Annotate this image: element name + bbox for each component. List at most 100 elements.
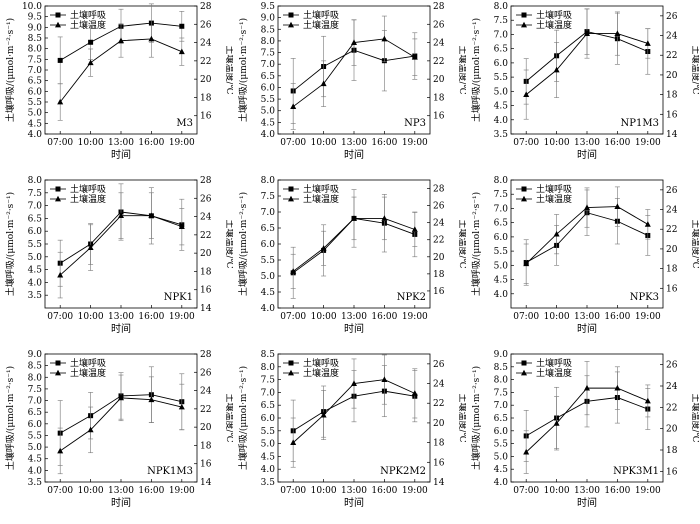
right-tick-label: 16 — [200, 286, 212, 296]
right-axis-label: 土壤温度/℃ — [457, 393, 466, 442]
left-tick-label: 6.0 — [28, 227, 43, 237]
legend-marker-square — [521, 360, 527, 366]
left-tick-label: 5.5 — [261, 256, 276, 266]
left-tick-label: 3.5 — [494, 130, 509, 140]
x-tick-label: 07:00 — [513, 312, 539, 322]
panel-label: M3 — [176, 118, 193, 129]
right-tick-label: 22 — [200, 231, 211, 241]
left-tick-label: 4.5 — [494, 465, 509, 475]
chart-panel-npk3m1: 4.0 4.5 5.0 5.5 6.0 6.5 7.0 7.5 8.0 8.5 9.0 16 18 20 2… — [470, 350, 699, 509]
x-tick-label: 13:00 — [341, 486, 367, 496]
chart-panel-np1m3: 3.5 4.0 4.5 5.0 5.5 6.0 6.5 7.0 7.5 8.0 14 16 18 20 22… — [470, 2, 699, 161]
left-tick-label: 9.0 — [28, 23, 43, 33]
x-tick-label: 19:00 — [635, 486, 661, 496]
left-tick-label: 4.0 — [494, 116, 509, 126]
legend-label: 土壤温度 — [303, 19, 339, 31]
data-point-triangle — [584, 384, 590, 391]
left-tick-label: 5.5 — [261, 427, 276, 437]
right-tick-label: 16 — [666, 110, 678, 120]
left-tick-label: 8.0 — [261, 363, 276, 373]
right-tick-label: 16 — [433, 458, 445, 468]
right-tick-label: 20 — [433, 75, 445, 85]
left-tick-label: 4.5 — [494, 102, 509, 112]
left-tick-label: 5.5 — [28, 240, 43, 250]
legend-label: 土壤呼吸 — [536, 9, 572, 21]
legend-label: 土壤呼吸 — [70, 183, 106, 195]
left-axis-label: 土壤呼吸/(μmol·m⁻²·s⁻¹) — [4, 366, 16, 470]
right-tick-label: 24 — [433, 39, 445, 49]
left-tick-label: 5.0 — [261, 272, 276, 282]
left-tick-label: 3.5 — [28, 478, 43, 488]
legend-label: 土壤温度 — [70, 367, 106, 379]
legend-label: 土壤温度 — [303, 367, 339, 379]
left-tick-label: 4.5 — [494, 276, 509, 286]
right-tick-label: 28 — [200, 350, 212, 360]
chart-panel-np3: 4.0 4.55.0 5.5 6.06.5 7.07.5 8.0 8.59.0 9.5 16 18… — [237, 2, 466, 161]
data-point-square — [57, 57, 63, 63]
right-tick-label: 14 — [200, 478, 212, 488]
legend-marker-triangle — [55, 21, 61, 28]
x-tick-label: 16:00 — [371, 138, 397, 148]
left-tick-label: 10.0 — [22, 2, 42, 12]
left-tick-label: 4.0 — [261, 130, 276, 140]
left-tick-label: 7.0 — [261, 388, 276, 398]
x-tick-label: 16:00 — [138, 312, 164, 322]
right-tick-label: 22 — [666, 403, 677, 413]
x-tick-label: 10:00 — [311, 486, 337, 496]
data-point-triangle — [614, 203, 621, 209]
left-tick-label: 8.0 — [494, 176, 509, 186]
left-tick-label: 3.5 — [261, 478, 276, 488]
x-tick-label: 19:00 — [635, 138, 661, 148]
x-tick-label: 16:00 — [604, 486, 630, 496]
right-tick-label: 24 — [666, 32, 678, 42]
right-axis-label: 土壤温度/℃ — [690, 219, 699, 268]
left-tick-label: 3.5 — [28, 291, 43, 301]
data-point-triangle — [411, 54, 418, 60]
left-tick-label: 9.0 — [494, 350, 509, 360]
x-tick-label: 07:00 — [513, 486, 539, 496]
x-tick-label: 13:00 — [108, 138, 134, 148]
x-tick-label: 16:00 — [138, 138, 164, 148]
left-tick-label: 7.5 — [261, 192, 276, 202]
x-tick-label: 10:00 — [311, 312, 337, 322]
left-tick-label: 4.5 — [261, 118, 276, 128]
right-tick-label: 24 — [200, 213, 212, 223]
right-tick-label: 26 — [433, 202, 445, 212]
right-tick-label: 18 — [433, 93, 445, 103]
right-tick-label: 26 — [666, 12, 678, 22]
left-tick-label: 7.5 — [28, 385, 43, 395]
right-tick-label: 28 — [200, 176, 212, 186]
right-axis-label: 土壤温度/℃ — [690, 393, 699, 442]
data-point-triangle — [320, 245, 327, 251]
legend-marker-triangle — [521, 195, 527, 202]
left-tick-label: 6.5 — [28, 214, 43, 224]
x-tick-label: 07:00 — [47, 486, 73, 496]
right-tick-label: 20 — [433, 253, 445, 263]
left-tick-label: 6.5 — [494, 219, 509, 229]
x-tick-label: 16:00 — [604, 312, 630, 322]
left-tick-label: 7.5 — [494, 388, 509, 398]
x-axis-label: 时间 — [577, 322, 597, 335]
left-tick-label: 6.5 — [28, 408, 43, 418]
x-tick-label: 19:00 — [635, 312, 661, 322]
data-point-triangle — [178, 48, 185, 55]
chart-panel-m3: 4.04.55.05.56.06.57.07.58.08.59.09.510.0… — [4, 2, 233, 161]
legend-marker-triangle — [521, 369, 527, 376]
left-tick-label: 5.5 — [28, 98, 43, 108]
right-tick-label: 26 — [666, 186, 678, 196]
left-axis-label: 土壤呼吸/(μmol·m⁻²·s⁻¹) — [237, 18, 249, 122]
x-tick-label: 19:00 — [402, 486, 428, 496]
x-tick-label: 07:00 — [47, 312, 73, 322]
data-point-triangle — [584, 30, 590, 36]
panel-label: NPK1M3 — [147, 466, 193, 477]
data-point-triangle — [118, 212, 124, 219]
legend-label: 土壤温度 — [70, 193, 106, 205]
right-tick-label: 22 — [433, 57, 444, 67]
left-axis-label: 土壤呼吸/(μmol·m⁻²·s⁻¹) — [237, 366, 249, 470]
left-tick-label: 9.5 — [261, 2, 276, 12]
x-tick-label: 10:00 — [78, 138, 104, 148]
x-tick-label: 13:00 — [108, 312, 134, 322]
panel-label: NPK2 — [397, 292, 426, 303]
legend-label: 土壤呼吸 — [70, 9, 106, 21]
left-tick-label: 8.0 — [28, 176, 43, 186]
